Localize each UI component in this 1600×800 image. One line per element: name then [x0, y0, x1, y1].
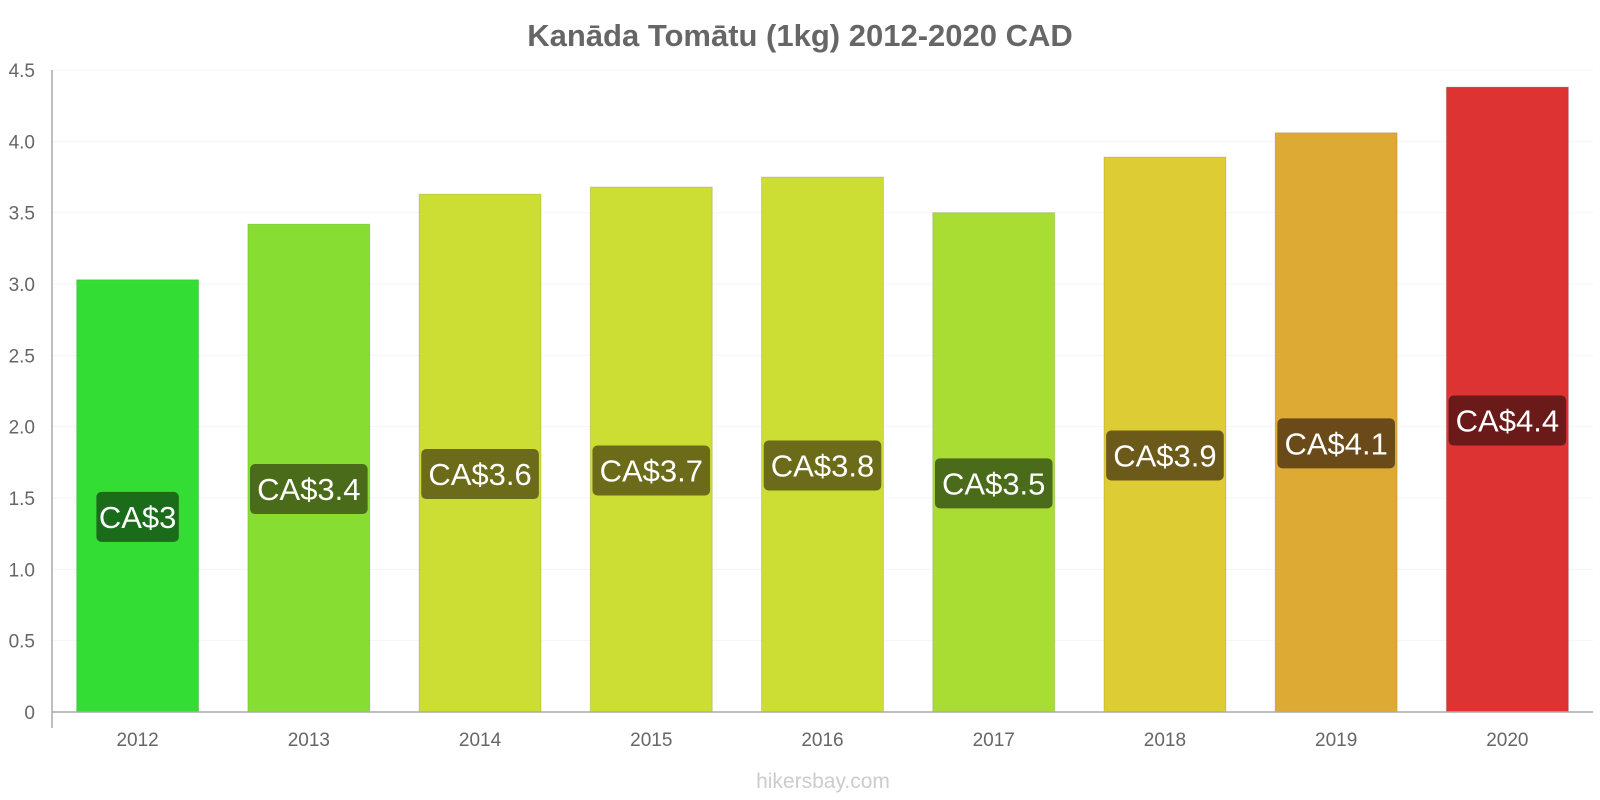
data-label: CA$3.9	[1106, 430, 1224, 481]
data-label-box	[1106, 430, 1224, 481]
x-tick-label: 2014	[459, 730, 502, 751]
x-tick-label: 2017	[973, 730, 1015, 751]
bars	[76, 86, 1569, 713]
data-label-box	[250, 464, 368, 515]
data-label: CA$3	[96, 491, 179, 542]
x-tick-label: 2016	[801, 730, 843, 751]
x-tick-label: 2013	[288, 730, 330, 751]
x-tick-label: 2019	[1315, 730, 1357, 751]
data-label-box	[592, 445, 711, 496]
y-tick-label: 2.5	[9, 346, 35, 367]
data-label-box	[421, 449, 539, 500]
data-label: CA$3.8	[763, 440, 882, 491]
y-tick-label: 2.0	[9, 418, 35, 439]
data-label-text: CA$3.8	[771, 449, 874, 484]
y-tick-label: 4.5	[9, 61, 35, 82]
y-tick-label: 3.0	[9, 275, 35, 296]
y-tick-label: 0	[24, 703, 35, 724]
y-tick-label: 4.0	[9, 132, 35, 153]
y-tick-label: 3.5	[9, 204, 35, 225]
data-label-text: CA$3.6	[428, 457, 531, 492]
data-label-box	[1448, 395, 1567, 446]
chart-title: Kanāda Tomātu (1kg) 2012-2020 CAD	[527, 18, 1073, 53]
y-tick-label: 1.5	[9, 489, 35, 510]
data-label: CA$3.7	[592, 445, 711, 496]
data-label-text: CA$4.4	[1456, 404, 1559, 439]
data-label-text: CA$3.9	[1113, 439, 1216, 474]
data-label-text: CA$4.1	[1284, 426, 1387, 461]
data-label: CA$3.6	[421, 449, 539, 500]
data-label-text: CA$3	[99, 500, 177, 535]
data-label-box	[934, 458, 1053, 509]
data-label-text: CA$3.7	[600, 453, 703, 488]
x-tick-label: 2015	[630, 730, 672, 751]
x-tick-label: 2018	[1144, 730, 1186, 751]
data-label: CA$3.4	[250, 464, 368, 515]
data-label-box	[1277, 418, 1395, 469]
data-labels: CA$3 CA$3.4 CA$3.6 CA$3.7 CA$3.8 CA$3.5 CA$3.9…	[96, 395, 1567, 542]
x-axis: 2012 2013 2014 2015 2016 2017 2018 2019 2020	[52, 711, 1593, 751]
data-label: CA$4.1	[1277, 418, 1395, 469]
data-label-text: CA$3.5	[942, 466, 1045, 501]
data-label-box	[96, 491, 179, 542]
data-label-box	[763, 440, 882, 491]
y-axis: 0 0.5 1.0 1.5 2.0 2.5 3.0 3.5 4.0 4.5	[9, 61, 53, 728]
data-label: CA$4.4	[1448, 395, 1567, 446]
y-tick-label: 0.5	[9, 632, 35, 653]
y-tick-label: 1.0	[9, 560, 35, 581]
source-credit: hikersbay.com	[756, 770, 890, 793]
data-label: CA$3.5	[934, 458, 1053, 509]
x-tick-label: 2020	[1486, 730, 1528, 751]
x-tick-label: 2012	[116, 730, 158, 751]
data-label-text: CA$3.4	[257, 472, 360, 507]
